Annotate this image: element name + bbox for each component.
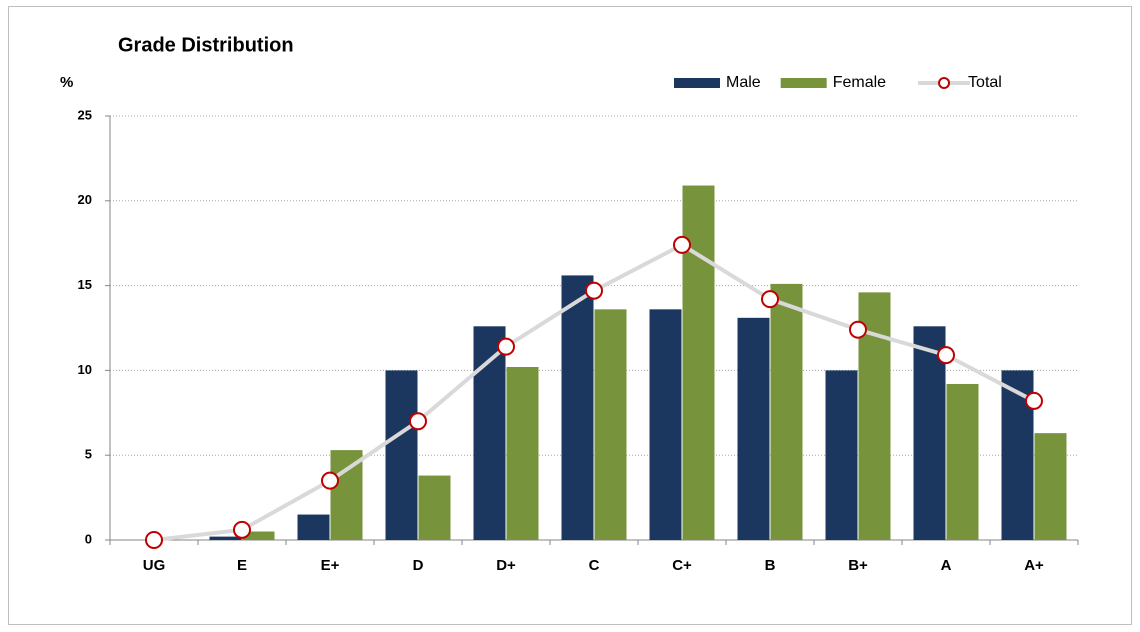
legend-label: Female [833, 74, 886, 91]
x-tick-label: UG [143, 557, 166, 574]
x-tick-label: C+ [672, 557, 692, 574]
bar [297, 514, 330, 540]
bar [770, 283, 803, 540]
bar [242, 531, 275, 540]
x-tick-label: C [589, 557, 600, 574]
line-marker [761, 290, 779, 309]
x-tick-label: B [765, 557, 776, 574]
bar [1034, 433, 1067, 540]
line-marker [937, 346, 955, 365]
x-tick-label: E [237, 557, 247, 574]
y-tick-label: 25 [78, 107, 92, 122]
bar [418, 475, 451, 540]
bar [825, 370, 858, 540]
bar [649, 309, 682, 540]
bar [506, 367, 539, 540]
y-tick-label: 0 [85, 531, 92, 546]
line-marker [409, 412, 427, 431]
bar [737, 317, 770, 540]
x-tick-label: A [941, 557, 952, 574]
line-marker [673, 235, 691, 254]
x-tick-label: E+ [321, 557, 340, 574]
line-marker [585, 281, 603, 300]
chart-title: Grade Distribution [118, 34, 294, 56]
bar [946, 383, 979, 540]
line-marker [145, 531, 163, 549]
line-marker [233, 520, 251, 539]
legend-marker [938, 77, 951, 89]
legend-label: Total [968, 74, 1002, 91]
x-tick-label: B+ [848, 557, 868, 574]
bar [209, 536, 242, 540]
x-tick-label: D+ [496, 557, 516, 574]
legend-swatch [674, 78, 720, 88]
line-marker [849, 320, 867, 339]
y-axis-label: % [60, 74, 73, 91]
x-tick-label: D [413, 557, 424, 574]
x-tick-label: A+ [1024, 557, 1044, 574]
y-tick-label: 5 [85, 447, 92, 462]
bar [561, 275, 594, 540]
y-tick-label: 20 [78, 192, 92, 207]
bar [330, 450, 363, 540]
line-marker [497, 337, 515, 356]
bar [594, 309, 627, 540]
y-tick-label: 10 [78, 362, 92, 377]
bar [385, 370, 418, 540]
legend-swatch [780, 78, 827, 88]
line-marker [1025, 391, 1043, 410]
y-tick-label: 15 [78, 277, 92, 292]
legend-label: Male [726, 74, 761, 91]
line-marker [321, 471, 339, 490]
